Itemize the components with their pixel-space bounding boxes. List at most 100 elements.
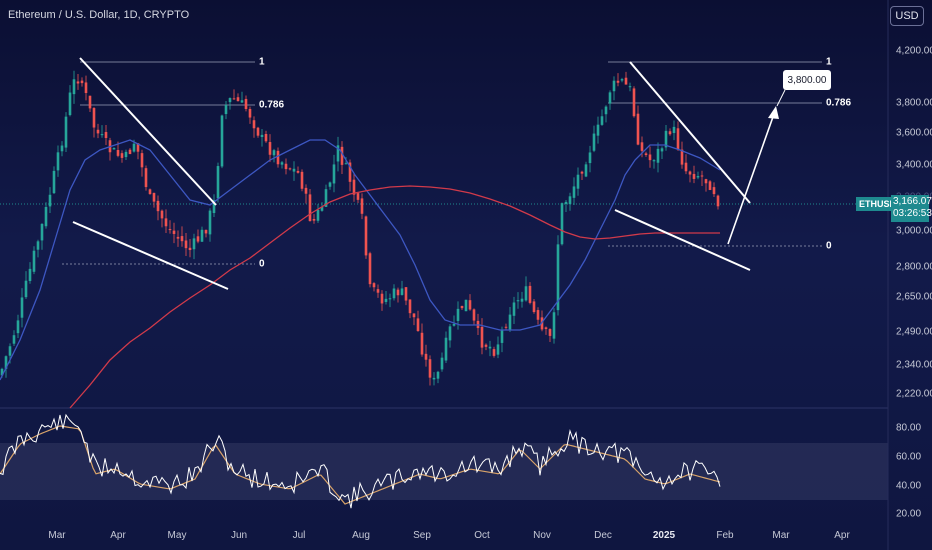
candle bbox=[592, 133, 596, 151]
candle bbox=[168, 229, 172, 231]
price-tick: 2,650.00 bbox=[896, 291, 932, 303]
candle bbox=[704, 179, 708, 184]
price-tick: 2,340.00 bbox=[896, 359, 932, 371]
candle bbox=[236, 97, 240, 102]
candle bbox=[700, 175, 704, 177]
candle bbox=[312, 219, 316, 221]
ma-50-line bbox=[0, 139, 721, 381]
target-price-label: 3,800.00 bbox=[783, 70, 831, 90]
time-tick: 2025 bbox=[652, 530, 676, 541]
price-tick: 3,600.00 bbox=[896, 127, 932, 139]
candle bbox=[104, 132, 108, 139]
candle bbox=[652, 160, 656, 162]
candle bbox=[124, 151, 128, 158]
candle bbox=[20, 297, 24, 318]
candle bbox=[680, 149, 684, 165]
candle bbox=[140, 153, 144, 168]
candle bbox=[544, 327, 548, 329]
rsi-tick: 80.00 bbox=[896, 422, 922, 434]
candle bbox=[684, 162, 688, 172]
target-connector bbox=[776, 89, 786, 107]
time-tick: Mar bbox=[48, 530, 66, 541]
price-badge: 3,166.07 03:26:53 bbox=[891, 195, 932, 222]
price-tick: 3,400.00 bbox=[896, 159, 932, 171]
candle bbox=[604, 106, 608, 115]
candle bbox=[268, 142, 272, 155]
candle bbox=[676, 128, 680, 150]
candle bbox=[616, 80, 620, 83]
candle bbox=[568, 196, 572, 205]
candle bbox=[644, 153, 648, 156]
candle bbox=[692, 173, 696, 179]
candle bbox=[340, 146, 344, 165]
candle bbox=[452, 323, 456, 326]
candle bbox=[376, 289, 380, 293]
candle bbox=[396, 289, 400, 296]
candle bbox=[572, 186, 576, 198]
candle bbox=[132, 143, 136, 152]
candle bbox=[392, 288, 396, 299]
price-tick: 3,800.00 bbox=[896, 97, 932, 109]
candle bbox=[404, 287, 408, 301]
candle bbox=[300, 171, 304, 189]
candle bbox=[468, 300, 472, 310]
candle bbox=[68, 92, 72, 116]
candle bbox=[16, 320, 20, 334]
fib-left-0-label: 0 bbox=[259, 258, 265, 270]
candle bbox=[368, 253, 372, 285]
chart-title: Ethereum / U.S. Dollar, 1D, CRYPTO bbox=[8, 9, 190, 21]
candle bbox=[444, 337, 448, 361]
candle bbox=[120, 153, 124, 158]
candle bbox=[240, 100, 244, 103]
candle bbox=[360, 198, 364, 214]
candle bbox=[252, 120, 256, 129]
candlestick-series bbox=[0, 70, 720, 386]
candle bbox=[628, 86, 632, 88]
candle bbox=[332, 164, 336, 184]
candle bbox=[336, 145, 340, 162]
candle bbox=[296, 170, 300, 173]
candle bbox=[144, 168, 148, 188]
candle bbox=[276, 150, 280, 165]
candle bbox=[440, 357, 444, 370]
candle bbox=[232, 98, 236, 100]
candle bbox=[412, 313, 416, 318]
candle bbox=[52, 170, 56, 194]
candle bbox=[204, 229, 208, 234]
candle bbox=[176, 236, 180, 239]
candle bbox=[216, 166, 220, 199]
candle bbox=[432, 377, 436, 380]
candle bbox=[112, 148, 116, 150]
candle bbox=[596, 124, 600, 136]
candle bbox=[656, 148, 660, 163]
candle bbox=[716, 195, 720, 207]
candle bbox=[172, 230, 176, 234]
candle bbox=[536, 310, 540, 320]
candle bbox=[352, 179, 356, 195]
candle bbox=[488, 346, 492, 349]
price-tick: 2,800.00 bbox=[896, 261, 932, 273]
candle bbox=[316, 209, 320, 221]
projection-arrow bbox=[727, 113, 775, 245]
candle bbox=[320, 206, 324, 211]
candle bbox=[492, 349, 496, 356]
candle bbox=[556, 244, 560, 311]
candle bbox=[384, 298, 388, 302]
candle bbox=[304, 187, 308, 194]
rsi-tick: 60.00 bbox=[896, 451, 922, 463]
candle bbox=[272, 150, 276, 156]
candle bbox=[464, 299, 468, 312]
projection-arrowhead bbox=[768, 106, 779, 119]
time-tick: Feb bbox=[716, 530, 734, 541]
candle bbox=[620, 79, 624, 81]
candle bbox=[636, 113, 640, 145]
time-tick: Oct bbox=[474, 530, 490, 541]
candle bbox=[160, 210, 164, 219]
symbol-badge: ETHUSD bbox=[856, 197, 900, 211]
currency-button[interactable]: USD bbox=[890, 6, 924, 26]
candle bbox=[484, 344, 488, 347]
right-upper-trendline bbox=[629, 61, 751, 204]
candle bbox=[292, 168, 296, 172]
fib-right-0-label: 0 bbox=[826, 240, 832, 252]
